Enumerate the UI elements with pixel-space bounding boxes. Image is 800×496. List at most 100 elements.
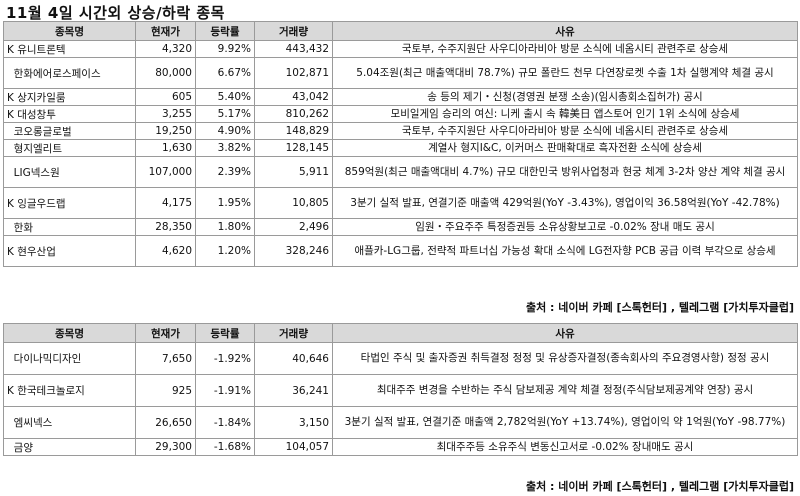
stock-name-cell: 다이나믹디자인 [3,342,136,375]
volume-cell: 810,262 [254,105,333,123]
volume-cell: 148,829 [254,122,333,140]
table-row: 금양 29,300 -1.68% 104,057 최대주주등 소유주식 변동신고서로 -… [3,438,798,456]
reason-cell: 859억원(최근 매출액대비 4.7%) 규모 대한민국 방위사업청과 현궁 체… [332,156,798,188]
header-volume: 거래량 [254,323,333,343]
stock-name-cell: K 잉글우드랩 [3,187,136,219]
source-note: 출처 : 네이버 카페 [스톡헌터] , 텔레그램 [가치투자클럽] [525,480,794,493]
reason-cell: 최대주주 변경을 수반하는 주식 담보제공 계약 체결 정정(주식담보제공계약 … [332,374,798,407]
header-volume: 거래량 [254,21,333,41]
price-cell: 80,000 [135,57,196,89]
table-row: 다이나믹디자인 7,650 -1.92% 40,646 타법인 주식 및 출자증권 취득… [3,342,798,375]
price-cell: 4,320 [135,40,196,58]
change-rate-cell: 9.92% [195,40,255,58]
reason-cell: 국토부, 수주지원단 사우디아라비아 방문 소식에 네옴시티 관련주로 상승세 [332,122,798,140]
stock-name-cell: 한화에어로스페이스 [3,57,136,89]
price-cell: 605 [135,88,196,106]
stock-name-cell: 한화 [3,218,136,236]
reason-cell: 5.04조원(최근 매출액대비 78.7%) 규모 폴란드 천무 다연장로켓 수… [332,57,798,89]
reason-cell: 모비일게임 승리의 여신: 니케 출시 속 韓美日 앱스토어 인기 1위 소식에… [332,105,798,123]
volume-cell: 102,871 [254,57,333,89]
page-title: 11월 4일 시간외 상승/하락 종목 [6,4,225,22]
reason-cell: 송 등의 제기・신청(경영권 분쟁 소송)(임시총회소집허가) 공시 [332,88,798,106]
table-row: K 현우산업 4,620 1.20% 328,246 애플카-LG그룹, 전략적 파트너… [3,235,798,267]
reason-cell: 타법인 주식 및 출자증권 취득결정 정정 및 유상증자결정(종속회사의 주요경… [332,342,798,375]
table-row: 코오롱글로벌 19,250 4.90% 148,829 국토부, 수주지원단 사우디아라… [3,122,798,140]
stock-name-cell: LIG넥스원 [3,156,136,188]
volume-cell: 10,805 [254,187,333,219]
table-row: K 대성창투 3,255 5.17% 810,262 모비일게임 승리의 여신: 니케 … [3,105,798,123]
stock-name-cell: 금양 [3,438,136,456]
change-rate-cell: -1.68% [195,438,255,456]
reason-cell: 3분기 실적 발표, 연결기준 매출액 429억원(YoY -3.43%), 영… [332,187,798,219]
stock-name-cell: K 대성창투 [3,105,136,123]
change-rate-cell: 5.17% [195,105,255,123]
table-header-row: 종목명 현재가 등락률 거래량 사유 [3,21,798,41]
change-rate-cell: -1.84% [195,406,255,439]
reason-cell: 최대주주등 소유주식 변동신고서로 -0.02% 장내매도 공시 [332,438,798,456]
table-row: K 상지카일룸 605 5.40% 43,042 송 등의 제기・신청(경영권 분쟁 소… [3,88,798,106]
table-row: LIG넥스원 107,000 2.39% 5,911 859억원(최근 매출액대비 4.… [3,156,798,188]
header-change: 등락률 [195,323,255,343]
stock-name-cell: K 유니트론텍 [3,40,136,58]
volume-cell: 3,150 [254,406,333,439]
falling-stocks-table: 종목명 현재가 등락률 거래량 사유 다이나믹디자인 7,650 -1.92% 40,… [3,323,798,456]
reason-cell: 3분기 실적 발표, 연결기준 매출액 2,782억원(YoY +13.74%)… [332,406,798,439]
price-cell: 925 [135,374,196,407]
change-rate-cell: 4.90% [195,122,255,140]
reason-cell: 계열사 형지I&C, 이커머스 판매확대로 흑자전환 소식에 상승세 [332,139,798,157]
price-cell: 26,650 [135,406,196,439]
header-reason: 사유 [332,323,798,343]
price-cell: 4,620 [135,235,196,267]
reason-cell: 국토부, 수주지원단 사우디아라비아 방문 소식에 네옴시티 관련주로 상승세 [332,40,798,58]
volume-cell: 328,246 [254,235,333,267]
price-cell: 7,650 [135,342,196,375]
falling-table-body: 다이나믹디자인 7,650 -1.92% 40,646 타법인 주식 및 출자증권 취득… [3,342,798,456]
table-row: 한화 28,350 1.80% 2,496 임원・주요주주 특정증권등 소유상황보고로 … [3,218,798,236]
rising-table-body: K 유니트론텍 4,320 9.92% 443,432 국토부, 수주지원단 사우디아라… [3,40,798,267]
volume-cell: 36,241 [254,374,333,407]
stock-name-cell: K 한국테크놀로지 [3,374,136,407]
reason-cell: 임원・주요주주 특정증권등 소유상황보고로 -0.02% 장내 매도 공시 [332,218,798,236]
volume-cell: 128,145 [254,139,333,157]
volume-cell: 2,496 [254,218,333,236]
table-row: 엠씨넥스 26,650 -1.84% 3,150 3분기 실적 발표, 연결기준 매출액… [3,406,798,439]
header-name: 종목명 [3,323,136,343]
change-rate-cell: 1.80% [195,218,255,236]
price-cell: 29,300 [135,438,196,456]
header-price: 현재가 [135,21,196,41]
volume-cell: 43,042 [254,88,333,106]
table-row: 한화에어로스페이스 80,000 6.67% 102,871 5.04조원(최근 매출액… [3,57,798,89]
table-row: K 한국테크놀로지 925 -1.91% 36,241 최대주주 변경을 수반하는 주식… [3,374,798,407]
stock-name-cell: K 현우산업 [3,235,136,267]
table-row: 형지엘리트 1,630 3.82% 128,145 계열사 형지I&C, 이커머스 판매… [3,139,798,157]
price-cell: 19,250 [135,122,196,140]
change-rate-cell: 3.82% [195,139,255,157]
change-rate-cell: 1.20% [195,235,255,267]
table-header-row: 종목명 현재가 등락률 거래량 사유 [3,323,798,343]
volume-cell: 5,911 [254,156,333,188]
change-rate-cell: -1.91% [195,374,255,407]
price-cell: 4,175 [135,187,196,219]
header-reason: 사유 [332,21,798,41]
stock-name-cell: 코오롱글로벌 [3,122,136,140]
header-price: 현재가 [135,323,196,343]
stock-name-cell: 형지엘리트 [3,139,136,157]
table-row: K 잉글우드랩 4,175 1.95% 10,805 3분기 실적 발표, 연결기준 매… [3,187,798,219]
price-cell: 107,000 [135,156,196,188]
source-note: 출처 : 네이버 카페 [스톡헌터] , 텔레그램 [가치투자클럽] [525,301,794,314]
reason-cell: 애플카-LG그룹, 전략적 파트너십 가능성 확대 소식에 LG전자향 PCB … [332,235,798,267]
stock-name-cell: K 상지카일룸 [3,88,136,106]
price-cell: 28,350 [135,218,196,236]
change-rate-cell: 2.39% [195,156,255,188]
change-rate-cell: 1.95% [195,187,255,219]
volume-cell: 443,432 [254,40,333,58]
table-row: K 유니트론텍 4,320 9.92% 443,432 국토부, 수주지원단 사우디아라… [3,40,798,58]
header-name: 종목명 [3,21,136,41]
header-change: 등락률 [195,21,255,41]
stock-name-cell: 엠씨넥스 [3,406,136,439]
change-rate-cell: 6.67% [195,57,255,89]
volume-cell: 40,646 [254,342,333,375]
price-cell: 1,630 [135,139,196,157]
change-rate-cell: 5.40% [195,88,255,106]
change-rate-cell: -1.92% [195,342,255,375]
